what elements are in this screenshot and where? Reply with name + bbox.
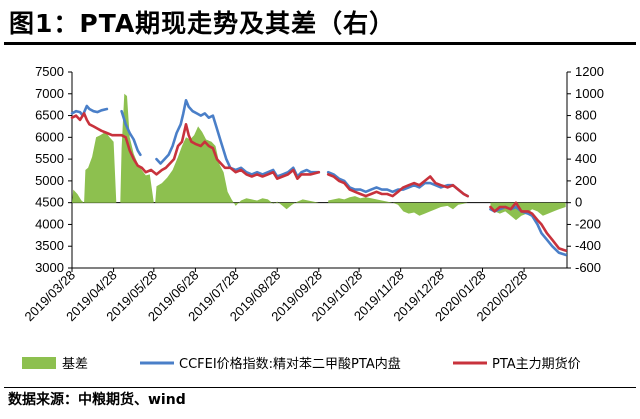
y-right-tick-label: 600 xyxy=(575,129,597,144)
y-right-tick-label: -600 xyxy=(575,260,601,275)
y-right-tick-label: 800 xyxy=(575,108,597,123)
title-divider xyxy=(4,42,636,45)
basis-area xyxy=(72,93,319,210)
y-left-tick-label: 7000 xyxy=(35,86,64,101)
legend-label-ccfei: CCFEI价格指数:精对苯二甲酸PTA内盘 xyxy=(179,356,401,372)
legend-label-pta: PTA主力期货价 xyxy=(492,356,581,372)
y-left-tick-label: 6500 xyxy=(35,108,64,123)
y-left-tick-label: 7500 xyxy=(35,64,64,79)
y-left-tick-label: 4500 xyxy=(35,195,64,210)
pta-futures-line xyxy=(70,112,321,180)
y-left-tick-label: 3000 xyxy=(35,260,64,275)
source-divider xyxy=(4,387,636,388)
chart-title: 图1：PTA期现走势及其差（右） xyxy=(9,9,396,38)
y-left-tick-label: 5000 xyxy=(35,173,64,188)
ccfei-line xyxy=(120,109,142,157)
y-right-tick-label: 1200 xyxy=(575,64,604,79)
y-right-tick-label: 1000 xyxy=(575,86,604,101)
chart-canvas: 3000350040004500500055006000650070007500… xyxy=(21,64,604,372)
ccfei-line xyxy=(155,99,321,178)
pta-futures-line xyxy=(326,173,470,198)
y-right-tick-label: 0 xyxy=(575,195,582,210)
y-left-tick-label: 4000 xyxy=(35,216,64,231)
y-right-tick-label: 200 xyxy=(575,173,597,188)
y-left-tick-label: 3500 xyxy=(35,238,64,253)
source-note: 数据来源：中粮期货、wind xyxy=(8,392,186,408)
y-right-tick-label: 400 xyxy=(575,151,597,166)
chart-legend: 基差 CCFEI价格指数:精对苯二甲酸PTA内盘 PTA主力期货价 xyxy=(22,356,581,372)
legend-swatch-basis xyxy=(22,357,56,369)
y-right-tick-label: -200 xyxy=(575,216,601,231)
ccfei-line xyxy=(489,205,568,257)
basis-area-layer xyxy=(72,93,566,221)
legend-label-basis: 基差 xyxy=(62,357,88,372)
y-right-tick-label: -400 xyxy=(575,238,601,253)
ccfei-line xyxy=(70,104,109,117)
basis-area xyxy=(328,196,468,216)
y-left-tick-label: 6000 xyxy=(35,129,64,144)
chart-axes xyxy=(68,71,571,272)
pta-futures-line xyxy=(489,201,568,252)
price-lines-layer xyxy=(70,99,568,257)
y-left-tick-label: 5500 xyxy=(35,151,64,166)
